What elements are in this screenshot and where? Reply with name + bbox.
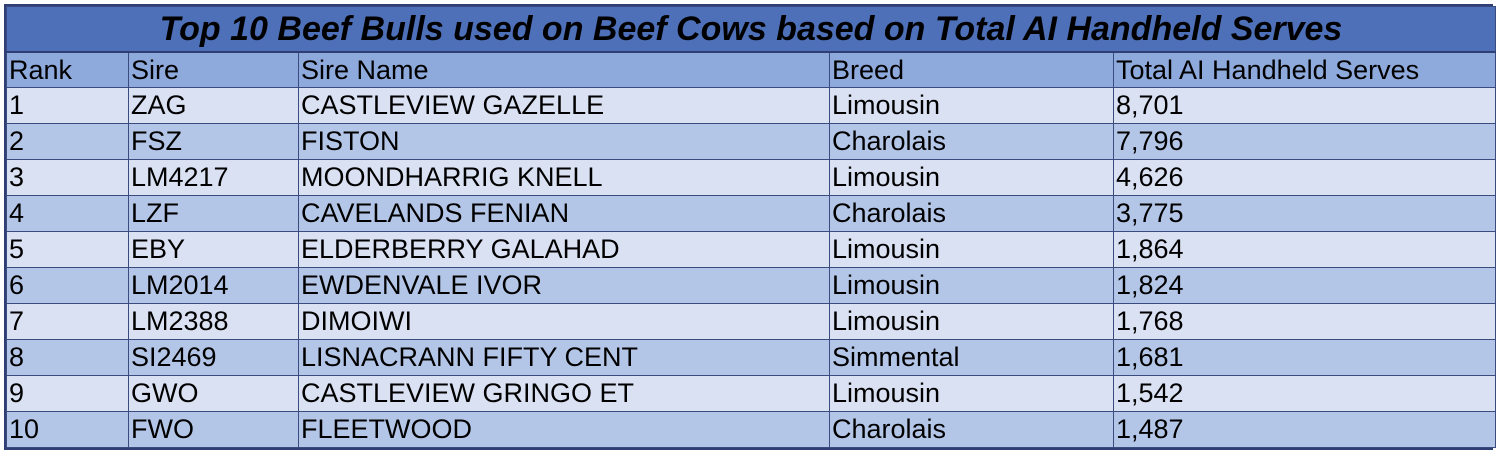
cell-total-serves: 1,487 [1112, 411, 1497, 448]
cell-breed: Limousin [829, 375, 1114, 412]
cell-sire-name: EWDENVALE IVOR [298, 267, 830, 304]
cell-sire: LM2014 [128, 267, 299, 304]
header-total-serves: Total AI Handheld Serves [1112, 51, 1497, 88]
cell-breed: Limousin [829, 303, 1114, 340]
cell-sire-name: CASTLEVIEW GRINGO ET [298, 375, 830, 412]
table-body: 1 ZAG CASTLEVIEW GAZELLE Limousin 8,701 … [6, 87, 1497, 448]
table-row: 7 LM2388 DIMOIWI Limousin 1,768 [6, 303, 1497, 340]
cell-breed: Limousin [829, 231, 1114, 268]
cell-sire-name: FISTON [298, 123, 830, 160]
cell-total-serves: 1,768 [1112, 303, 1497, 340]
cell-total-serves: 7,796 [1112, 123, 1497, 160]
cell-sire: FSZ [128, 123, 299, 160]
cell-rank: 10 [6, 411, 129, 448]
table-row: 2 FSZ FISTON Charolais 7,796 [6, 123, 1497, 160]
cell-rank: 8 [6, 339, 129, 376]
table-row: 9 GWO CASTLEVIEW GRINGO ET Limousin 1,54… [6, 375, 1497, 412]
table-row: 6 LM2014 EWDENVALE IVOR Limousin 1,824 [6, 267, 1497, 304]
cell-sire: LM4217 [128, 159, 299, 196]
cell-breed: Limousin [829, 87, 1114, 124]
cell-rank: 3 [6, 159, 129, 196]
cell-total-serves: 1,824 [1112, 267, 1497, 304]
cell-sire: LM2388 [128, 303, 299, 340]
cell-sire-name: LISNACRANN FIFTY CENT [298, 339, 830, 376]
header-sire-name: Sire Name [298, 51, 830, 88]
cell-total-serves: 8,701 [1112, 87, 1497, 124]
cell-sire-name: CASTLEVIEW GAZELLE [298, 87, 830, 124]
bulls-table-container: Top 10 Beef Bulls used on Beef Cows base… [4, 4, 1497, 450]
table-title: Top 10 Beef Bulls used on Beef Cows base… [5, 6, 1497, 53]
cell-total-serves: 1,864 [1112, 231, 1497, 268]
cell-sire: FWO [128, 411, 299, 448]
cell-sire-name: FLEETWOOD [298, 411, 830, 448]
cell-breed: Charolais [829, 411, 1114, 448]
cell-rank: 6 [6, 267, 129, 304]
table-row: 4 LZF CAVELANDS FENIAN Charolais 3,775 [6, 195, 1497, 232]
cell-breed: Simmental [829, 339, 1114, 376]
cell-sire: EBY [128, 231, 299, 268]
cell-sire: SI2469 [128, 339, 299, 376]
cell-breed: Charolais [829, 195, 1114, 232]
cell-breed: Charolais [829, 123, 1114, 160]
header-row: Rank Sire Sire Name Breed Total AI Handh… [6, 51, 1497, 88]
cell-breed: Limousin [829, 159, 1114, 196]
table-row: 5 EBY ELDERBERRY GALAHAD Limousin 1,864 [6, 231, 1497, 268]
cell-rank: 1 [6, 87, 129, 124]
bulls-table: Top 10 Beef Bulls used on Beef Cows base… [5, 6, 1497, 448]
cell-rank: 5 [6, 231, 129, 268]
header-sire: Sire [128, 51, 299, 88]
header-rank: Rank [6, 51, 129, 88]
table-row: 10 FWO FLEETWOOD Charolais 1,487 [6, 411, 1497, 448]
cell-breed: Limousin [829, 267, 1114, 304]
cell-rank: 4 [6, 195, 129, 232]
cell-rank: 9 [6, 375, 129, 412]
cell-rank: 2 [6, 123, 129, 160]
cell-sire-name: ELDERBERRY GALAHAD [298, 231, 830, 268]
cell-sire-name: DIMOIWI [298, 303, 830, 340]
cell-sire-name: MOONDHARRIG KNELL [298, 159, 830, 196]
header-breed: Breed [829, 51, 1114, 88]
cell-sire-name: CAVELANDS FENIAN [298, 195, 830, 232]
cell-total-serves: 4,626 [1112, 159, 1497, 196]
cell-sire: LZF [128, 195, 299, 232]
cell-total-serves: 1,542 [1112, 375, 1497, 412]
cell-total-serves: 3,775 [1112, 195, 1497, 232]
table-row: 1 ZAG CASTLEVIEW GAZELLE Limousin 8,701 [6, 87, 1497, 124]
table-row: 3 LM4217 MOONDHARRIG KNELL Limousin 4,62… [6, 159, 1497, 196]
cell-sire: GWO [128, 375, 299, 412]
table-row: 8 SI2469 LISNACRANN FIFTY CENT Simmental… [6, 339, 1497, 376]
cell-total-serves: 1,681 [1112, 339, 1497, 376]
cell-rank: 7 [6, 303, 129, 340]
cell-sire: ZAG [128, 87, 299, 124]
